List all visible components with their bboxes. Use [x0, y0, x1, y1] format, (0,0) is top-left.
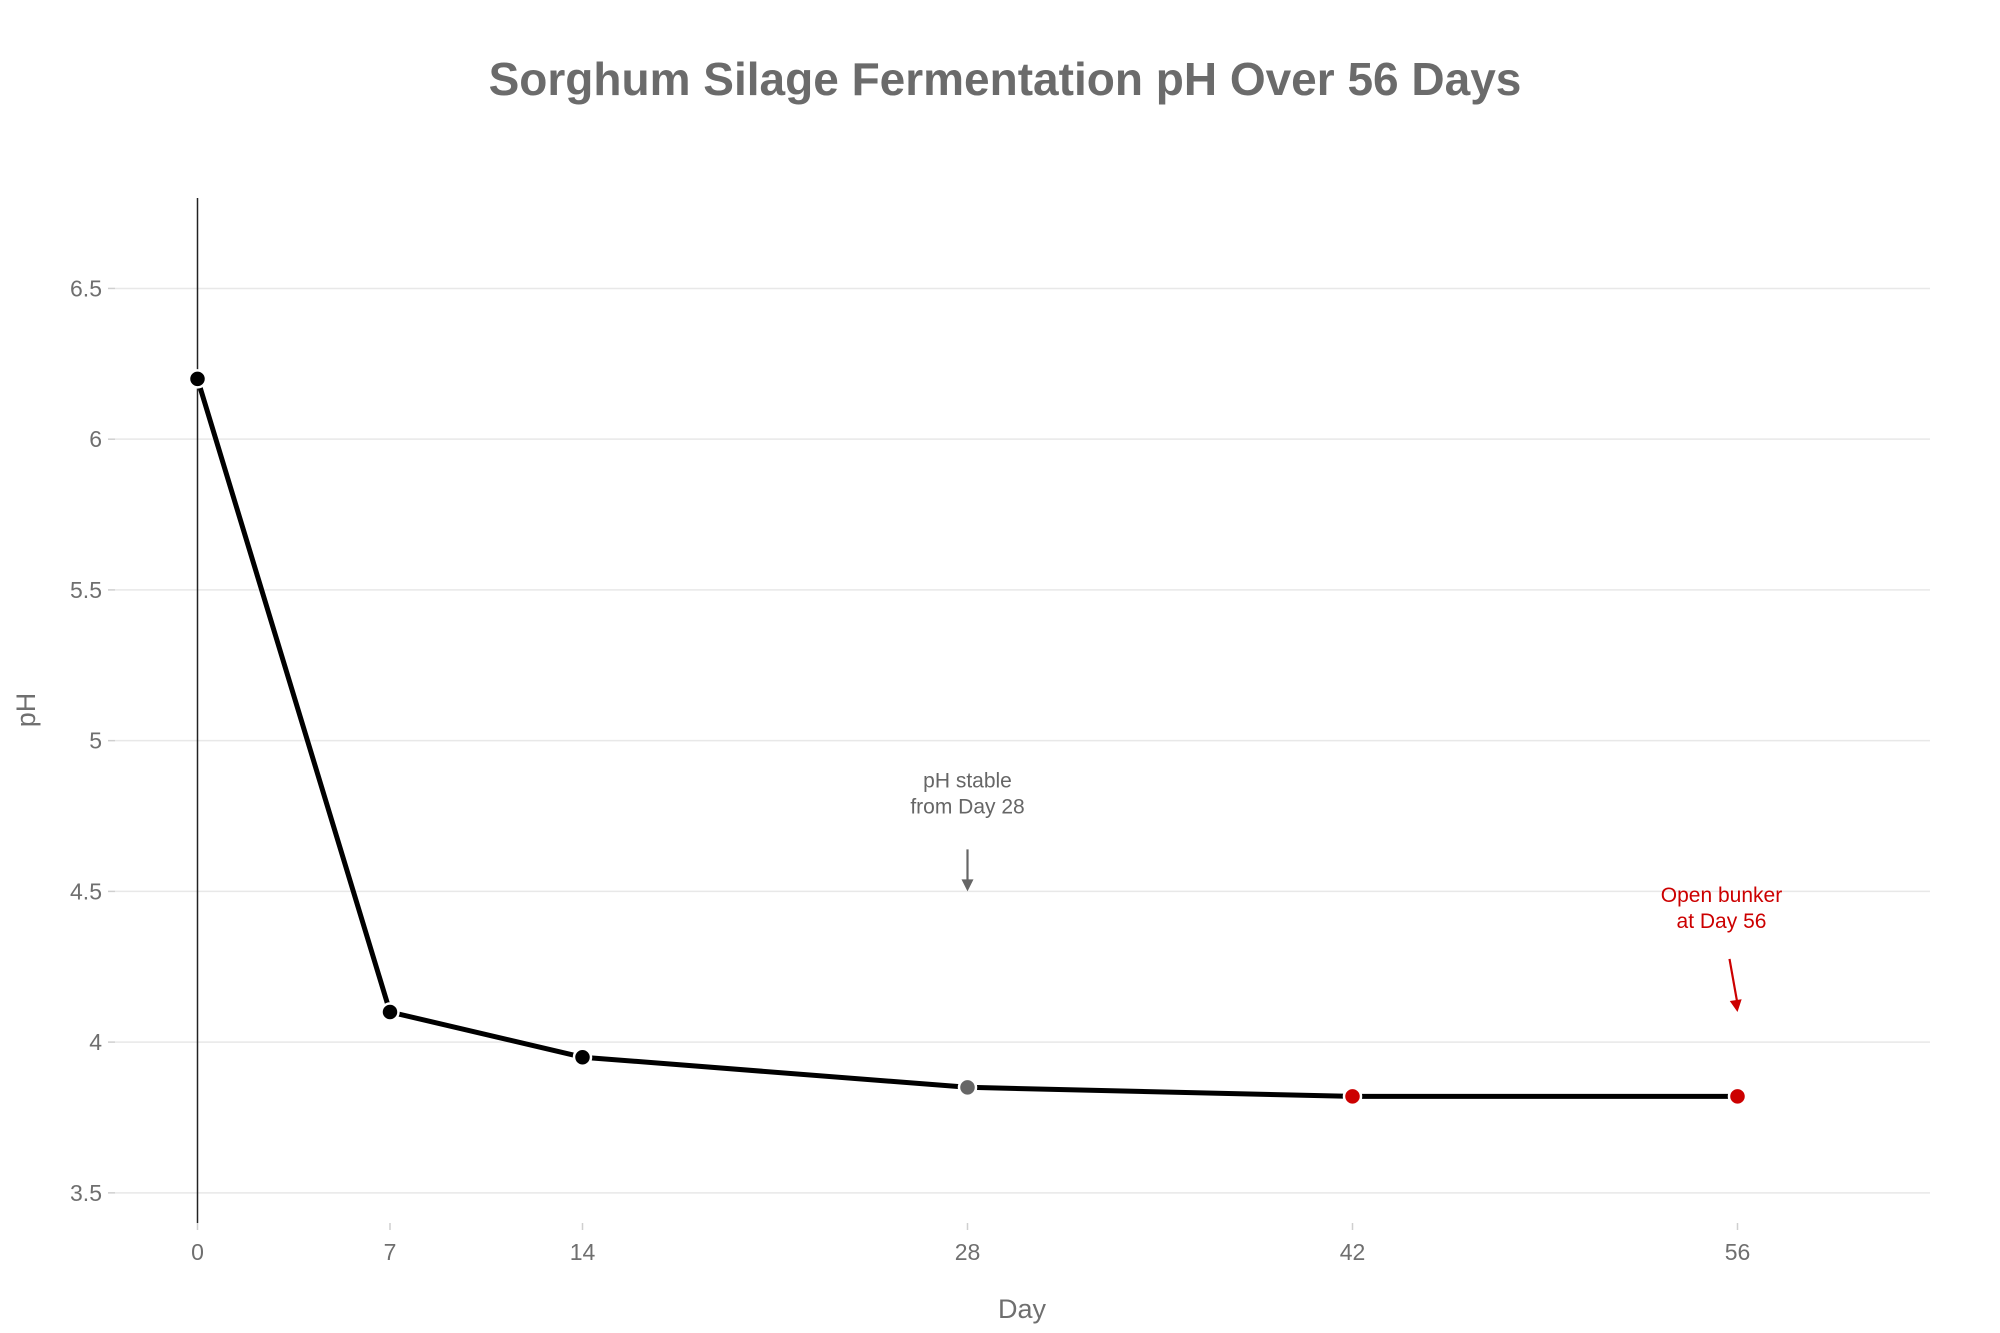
x-tick-label: 14: [570, 1239, 596, 1265]
annotation-text: from Day 28: [910, 795, 1024, 818]
x-axis-label: Day: [998, 1294, 1047, 1324]
x-tick-label: 0: [191, 1239, 204, 1265]
y-tick-label: 5.5: [70, 577, 102, 603]
annotation-text: Open bunker: [1661, 884, 1782, 907]
annotation-arrow: [1728, 958, 1739, 1005]
chart-title: Sorghum Silage Fermentation pH Over 56 D…: [489, 53, 1522, 105]
y-tick-label: 6.5: [70, 275, 102, 301]
annotations: pH stable from Day 28 Open bunker at Day 56: [910, 769, 1782, 1012]
y-tick-label: 4.5: [70, 878, 102, 904]
x-tick-label: 7: [384, 1239, 397, 1265]
data-point: [187, 369, 208, 389]
y-axis-label: pH: [11, 693, 41, 728]
y-tick-label: 6: [89, 426, 102, 452]
annotation-arrowhead: [1729, 999, 1742, 1012]
y-tick-label: 4: [89, 1029, 102, 1055]
data-point: [1342, 1086, 1363, 1107]
gridlines: [115, 287, 1930, 1194]
data-point: [380, 1002, 400, 1022]
y-tick-label: 5: [89, 728, 102, 754]
data-point: [572, 1047, 593, 1067]
series-points: [187, 369, 1748, 1107]
series-line: [195, 378, 1738, 1099]
x-tick-label: 56: [1725, 1239, 1751, 1265]
data-point: [1727, 1086, 1748, 1107]
y-tick-label: 3.5: [70, 1180, 102, 1206]
data-point: [957, 1077, 978, 1098]
annotation-arrowhead: [961, 879, 974, 892]
annotation-text: at Day 56: [1677, 910, 1767, 933]
ph-line: [195, 378, 1738, 1099]
x-tick-label: 28: [955, 1239, 981, 1265]
x-tick-label: 42: [1340, 1239, 1366, 1265]
axes: 3.5 4 4.5 5 5.5 6 6.5 0 7 14 28 42 56: [70, 198, 1750, 1265]
annotation-text: pH stable: [923, 769, 1012, 792]
